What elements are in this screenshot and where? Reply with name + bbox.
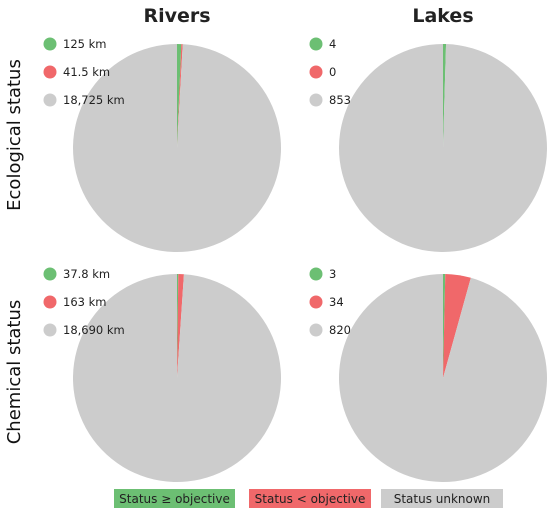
legend-dot-chemical-status-lakes-2 [309, 323, 323, 337]
legend-dot-chemical-status-lakes-0 [309, 267, 323, 281]
legend-dot-ecological-status-lakes-0 [309, 37, 323, 51]
legend-dot-ecological-status-rivers-2 [43, 93, 57, 107]
data-label-ecological-status-rivers-2: 18,725 km [63, 93, 125, 107]
pie-slice-chemical-status-lakes-2 [338, 274, 547, 483]
data-label-ecological-status-lakes-1: 0 [329, 65, 336, 79]
row-title-ecological: Ecological status [4, 59, 25, 211]
data-label-chemical-status-lakes-2: 820 [329, 323, 351, 337]
legend-dot-ecological-status-lakes-1 [309, 65, 323, 79]
pie-slice-ecological-status-lakes-0 [443, 44, 447, 148]
pie-slice-chemical-status-lakes-1 [443, 274, 471, 378]
column-title-lakes: Lakes [412, 5, 473, 27]
legend-dot-chemical-status-rivers-1 [43, 295, 57, 309]
column-title-rivers: Rivers [143, 5, 210, 27]
legend-dot-ecological-status-lakes-2 [309, 93, 323, 107]
data-label-chemical-status-lakes-0: 3 [329, 267, 336, 281]
pie-slice-ecological-status-rivers-2 [73, 44, 282, 253]
pie-slice-ecological-status-rivers-0 [177, 44, 182, 148]
pie-slice-ecological-status-rivers-1 [177, 44, 183, 149]
pie-slice-chemical-status-rivers-1 [177, 274, 184, 378]
data-label-ecological-status-lakes-2: 853 [329, 93, 351, 107]
pie-slice-chemical-status-rivers-2 [72, 274, 281, 482]
pie-slice-chemical-status-lakes-0 [443, 274, 446, 378]
data-label-ecological-status-lakes-0: 4 [329, 37, 336, 51]
legend-dot-ecological-status-rivers-0 [43, 37, 57, 51]
data-label-chemical-status-rivers-1: 163 km [63, 295, 106, 309]
legend-status-below-objective: Status < objective [249, 489, 371, 508]
data-label-ecological-status-rivers-0: 125 km [63, 37, 106, 51]
pie-slice-chemical-status-rivers-0 [177, 274, 179, 378]
data-label-chemical-status-rivers-0: 37.8 km [63, 267, 110, 281]
legend-dot-ecological-status-rivers-1 [43, 65, 57, 79]
legend-status-above-objective: Status ≥ objective [114, 489, 235, 508]
legend-dot-chemical-status-rivers-2 [43, 323, 57, 337]
legend-dot-chemical-status-rivers-0 [43, 267, 57, 281]
row-title-chemical: Chemical status [4, 300, 25, 445]
data-label-chemical-status-lakes-1: 34 [329, 295, 344, 309]
pie-slice-ecological-status-lakes-2 [338, 44, 547, 252]
data-label-ecological-status-rivers-1: 41.5 km [63, 65, 110, 79]
legend-status-unknown: Status unknown [381, 489, 503, 508]
legend-dot-chemical-status-lakes-1 [309, 295, 323, 309]
data-label-chemical-status-rivers-2: 18,690 km [63, 323, 125, 337]
